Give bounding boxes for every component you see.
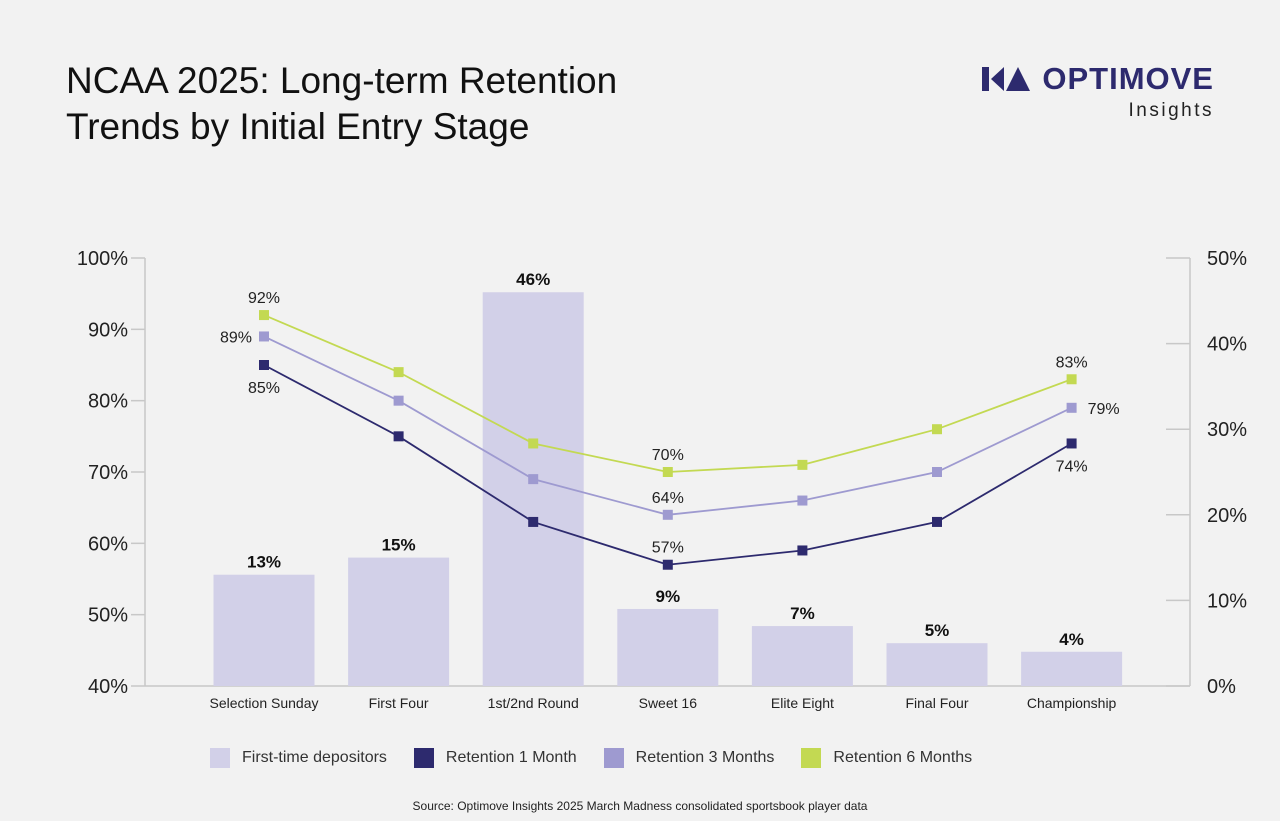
legend-item: Retention 1 Month: [413, 748, 577, 768]
labels-group: 13% 15% 46% 9% 7% 5% 4% 85% 57% 74% 89% 64% 79% 92% 70…: [220, 270, 1120, 649]
bar: [886, 643, 988, 686]
category-label: First Four: [369, 695, 429, 711]
bars-group: [213, 292, 1123, 686]
series-value-label: 70%: [652, 447, 684, 464]
series-point: [1066, 374, 1077, 385]
category-label: Championship: [1027, 695, 1117, 711]
logo-brand: OPTIMOVE: [1042, 61, 1214, 96]
right-tick-label: 0%: [1207, 676, 1236, 698]
legend-item: Retention 6 Months: [801, 748, 972, 768]
source-note: Source: Optimove Insights 2025 March Mad…: [412, 799, 868, 813]
series-point: [528, 474, 539, 485]
chart-title: NCAA 2025: Long-term Retention Trends by…: [66, 58, 706, 150]
series-point: [932, 516, 942, 527]
series-point: [797, 545, 808, 556]
series-point: [259, 310, 269, 321]
category-label: Final Four: [905, 695, 968, 711]
legend-label: First-time depositors: [242, 749, 387, 766]
series-point: [393, 431, 404, 442]
legend-label: Retention 3 Months: [635, 749, 775, 766]
bar-value-label: 46%: [516, 270, 550, 289]
series-point: [932, 467, 942, 477]
legend-item: First-time depositors: [210, 748, 387, 768]
bar: [213, 574, 315, 686]
right-tick-label: 20%: [1207, 505, 1247, 527]
chart-legend: First-time depositors Retention 1 Month Re…: [210, 748, 999, 768]
series-point: [259, 331, 269, 342]
bar: [1021, 651, 1123, 686]
series-point: [797, 459, 808, 470]
series-point: [393, 367, 404, 378]
legend-item: Retention 3 Months: [603, 748, 775, 768]
bar-value-label: 13%: [247, 553, 281, 572]
legend-swatch: [801, 748, 822, 768]
bar-value-label: 9%: [656, 587, 681, 606]
bar: [482, 292, 584, 686]
legend-swatch: [210, 748, 230, 768]
series-point: [662, 467, 673, 477]
chart-axes: 100% 90% 80% 70% 60% 50% 40% 50% 40% 30% 20% 10% 0% S…: [77, 248, 1247, 711]
category-label: Elite Eight: [771, 695, 834, 711]
left-tick-label: 90%: [88, 319, 128, 341]
left-tick-label: 40%: [88, 676, 128, 698]
logo-subtitle: Insights: [1128, 100, 1214, 121]
series-point: [932, 424, 942, 435]
series-point: [1066, 402, 1077, 413]
series-point: [528, 516, 539, 527]
bar-value-label: 4%: [1059, 630, 1084, 649]
category-label: 1st/2nd Round: [488, 695, 579, 711]
optimove-logo-mark-icon: [982, 67, 1031, 91]
series-value-label: 74%: [1056, 458, 1088, 475]
category-label: Sweet 16: [639, 695, 698, 711]
bar: [751, 626, 853, 686]
left-tick-label: 70%: [88, 462, 128, 484]
right-tick-label: 50%: [1207, 248, 1247, 270]
series-point: [1066, 438, 1077, 449]
series-value-label: 64%: [652, 490, 684, 507]
legend-label: Retention 1 Month: [445, 749, 577, 766]
series-value-label: 79%: [1088, 401, 1120, 418]
legend-swatch: [413, 748, 434, 768]
series-point: [662, 509, 673, 520]
right-tick-label: 30%: [1207, 419, 1247, 441]
bar: [617, 608, 719, 686]
left-tick-label: 100%: [77, 248, 128, 270]
series-value-label: 89%: [220, 329, 252, 346]
title-line-1: NCAA 2025: Long-term Retention: [66, 60, 618, 101]
optimove-logo: OPTIMOVE Insights: [982, 62, 1214, 122]
series-point: [662, 559, 673, 570]
legend-swatch: [603, 748, 624, 768]
series-line: [263, 335, 1072, 516]
right-tick-label: 10%: [1207, 590, 1247, 612]
series-value-label: 85%: [248, 380, 280, 397]
series-point: [797, 495, 808, 506]
legend-label: Retention 6 Months: [833, 749, 973, 766]
series-point: [259, 360, 269, 370]
right-tick-label: 40%: [1207, 334, 1247, 356]
left-tick-label: 50%: [88, 605, 128, 627]
retention-chart: 100% 90% 80% 70% 60% 50% 40% 50% 40% 30% 20% 10% 0% S…: [77, 248, 1247, 711]
left-tick-label: 80%: [88, 391, 128, 413]
series-point: [393, 395, 404, 406]
series-value-label: 83%: [1056, 354, 1088, 371]
series-point: [528, 438, 539, 449]
series-value-label: 57%: [652, 540, 684, 557]
title-line-2: Trends by Initial Entry Stage: [66, 106, 530, 147]
bar-value-label: 5%: [925, 621, 950, 640]
bar-value-label: 15%: [382, 536, 416, 555]
lines-group: [259, 310, 1077, 570]
series-value-label: 92%: [248, 290, 280, 307]
left-tick-label: 60%: [88, 533, 128, 555]
category-label: Selection Sunday: [210, 695, 319, 711]
bar-value-label: 7%: [790, 604, 815, 623]
bar: [348, 557, 450, 686]
